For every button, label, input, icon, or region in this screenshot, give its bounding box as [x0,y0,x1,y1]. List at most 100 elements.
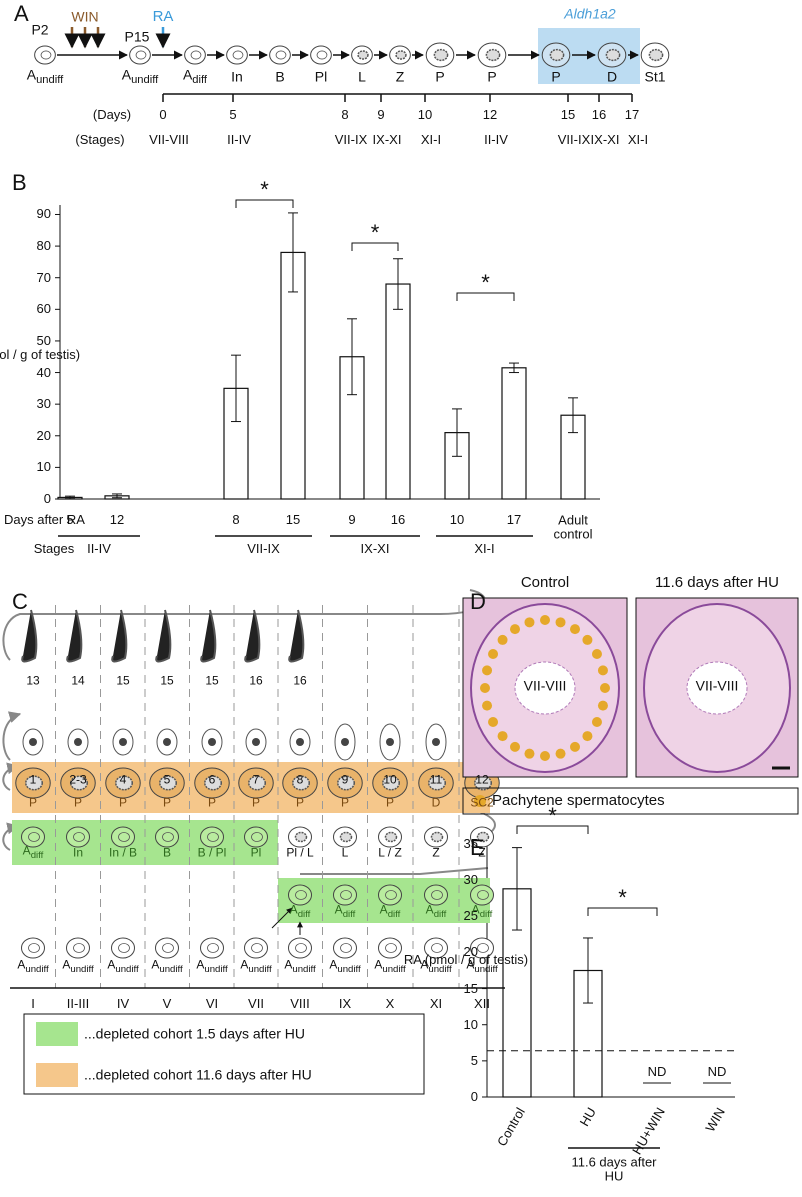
pachytene-dot [582,634,593,645]
label-subscript: undiff [25,963,49,975]
error-bar [112,493,122,499]
label: 14 [71,673,85,688]
spermatid [111,609,128,663]
x-tick-label: 8 [232,511,240,527]
label: Aldh1a2 [564,5,616,22]
label-subscript: undiff [382,963,406,975]
y-tick-label: 10 [463,1016,478,1032]
pachytene-dot [524,617,535,628]
label-base: A [334,902,343,917]
spermatid [66,609,83,663]
nucleus [251,832,263,842]
label: II-III [66,995,90,1011]
cell [66,826,90,848]
label: 15 [560,106,576,122]
nucleus [295,890,307,900]
error-bar [288,212,298,293]
nucleus [204,775,222,791]
cell [111,937,135,959]
label: P [295,795,305,810]
label-base: A [379,902,388,917]
significance-bracket [516,825,589,834]
label: E [470,834,485,860]
acrosome [119,738,127,746]
nucleus [549,48,565,62]
spermatid [288,609,305,663]
label: 15 [116,673,130,688]
error-bar [583,937,593,1004]
nucleus [385,943,397,953]
pachytene-dot [591,717,602,727]
acrosome [252,738,260,746]
cell [470,937,494,959]
label-subscript: undiff [115,963,139,975]
bar [385,283,411,500]
label: 16 [293,673,307,688]
label-base: A [289,902,298,917]
y-tick-label: 15 [463,980,478,996]
label: P [162,795,172,810]
label: 5 [163,772,171,787]
nucleus [605,48,621,62]
nucleus [430,831,444,843]
label: XI-I [420,131,442,147]
nucleus [118,943,130,953]
cell [200,826,224,848]
label: St1 [644,68,666,85]
cell-label: Aundiff [420,957,452,976]
label: XI-I [627,131,649,147]
label: P [385,795,395,810]
label: II-IV [227,131,251,147]
label: 9 [377,106,385,122]
significance-bracket [235,199,294,208]
pachytene-dot [488,717,499,727]
pachytene-dot [497,634,508,645]
cell-label: Aundiff [27,67,64,86]
y-tick-label: 70 [36,269,51,285]
nucleus [294,831,308,843]
pachytene-dot [482,665,493,676]
label: XI-I [474,540,495,556]
pachytene-dot [555,617,566,628]
acrosome [74,738,82,746]
spermatid [155,609,172,663]
cell-label: Aundiff [329,958,360,976]
nucleus [385,890,397,900]
pachytene-dot [497,731,508,742]
nucleus [477,890,489,900]
label: 8 [341,106,349,122]
acrosome [341,738,349,746]
label: WIN [71,8,99,25]
y-tick-label: 80 [36,237,51,253]
significance-bracket [456,292,515,301]
nucleus [135,50,147,60]
error-bar [452,408,462,457]
nucleus [395,50,407,60]
label-base: A [420,957,429,972]
legend-frame [23,1013,425,1095]
cell [21,937,45,959]
acrosome [29,738,37,746]
cell [200,937,224,959]
cell [310,45,332,65]
label-subscript: undiff [428,963,452,975]
label-base: A [107,957,116,972]
significance-star: * [618,884,627,910]
arrow-to-adiff [271,907,293,929]
cell [155,937,179,959]
pachytene-dot [510,624,520,635]
x-tick-label: 12 [109,511,125,527]
error-bar [347,318,357,396]
label: P [340,795,350,810]
label: X [385,995,395,1011]
label: 13 [26,673,40,688]
cell [424,884,448,906]
x-tick-label: 17 [506,511,522,527]
y-tick-label: 90 [36,206,51,222]
x-tick-label: 5 [66,511,74,527]
cell [269,45,291,65]
nucleus [73,832,85,842]
label: P [251,795,261,810]
y-tick-label: 30 [463,871,478,887]
